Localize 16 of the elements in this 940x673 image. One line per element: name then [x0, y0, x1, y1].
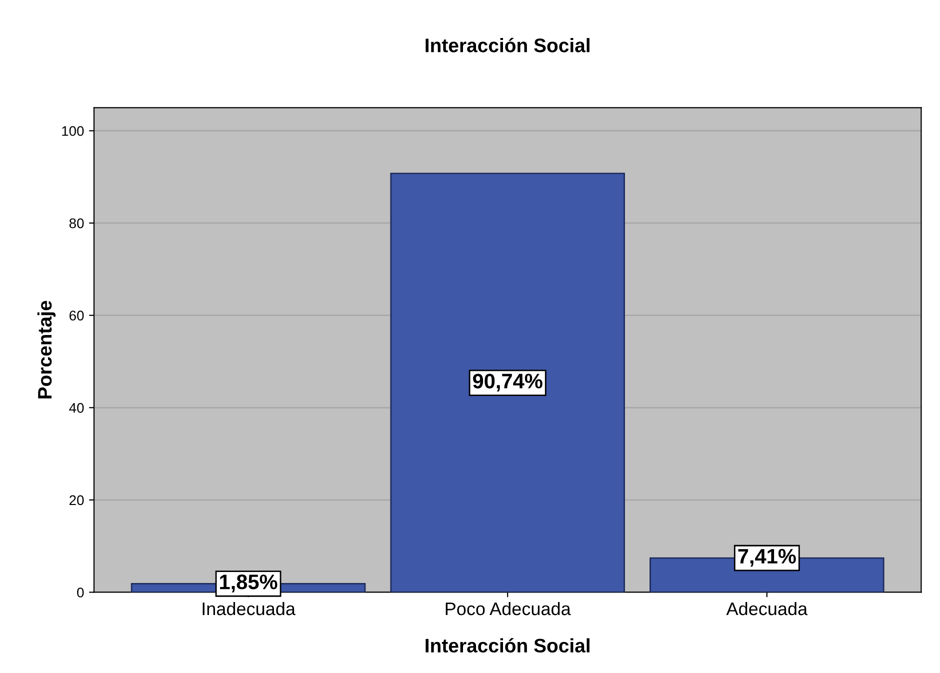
data-label: 90,74%: [472, 374, 542, 392]
data-label: 1,85%: [220, 574, 278, 592]
chart-title: Interacción Social: [426, 38, 590, 52]
x-axis-title: Interacción Social: [426, 638, 590, 653]
x-tick-label: Inadecuada: [202, 602, 296, 616]
y-tick-label: 20: [70, 495, 84, 506]
y-tick-label: 80: [69, 218, 84, 228]
y-tick-label: 0: [77, 588, 84, 598]
data-label: 7,41%: [738, 548, 796, 567]
bar: [390, 172, 625, 592]
y-tick-label: 100: [62, 126, 84, 136]
x-tick-label: Poco Adecuada: [446, 602, 571, 616]
y-tick-label: 40: [69, 402, 84, 413]
y-tick-label: 60: [70, 310, 84, 321]
x-tick-label: Adecuada: [726, 602, 808, 616]
y-axis-title: Porcentaje: [37, 300, 56, 398]
